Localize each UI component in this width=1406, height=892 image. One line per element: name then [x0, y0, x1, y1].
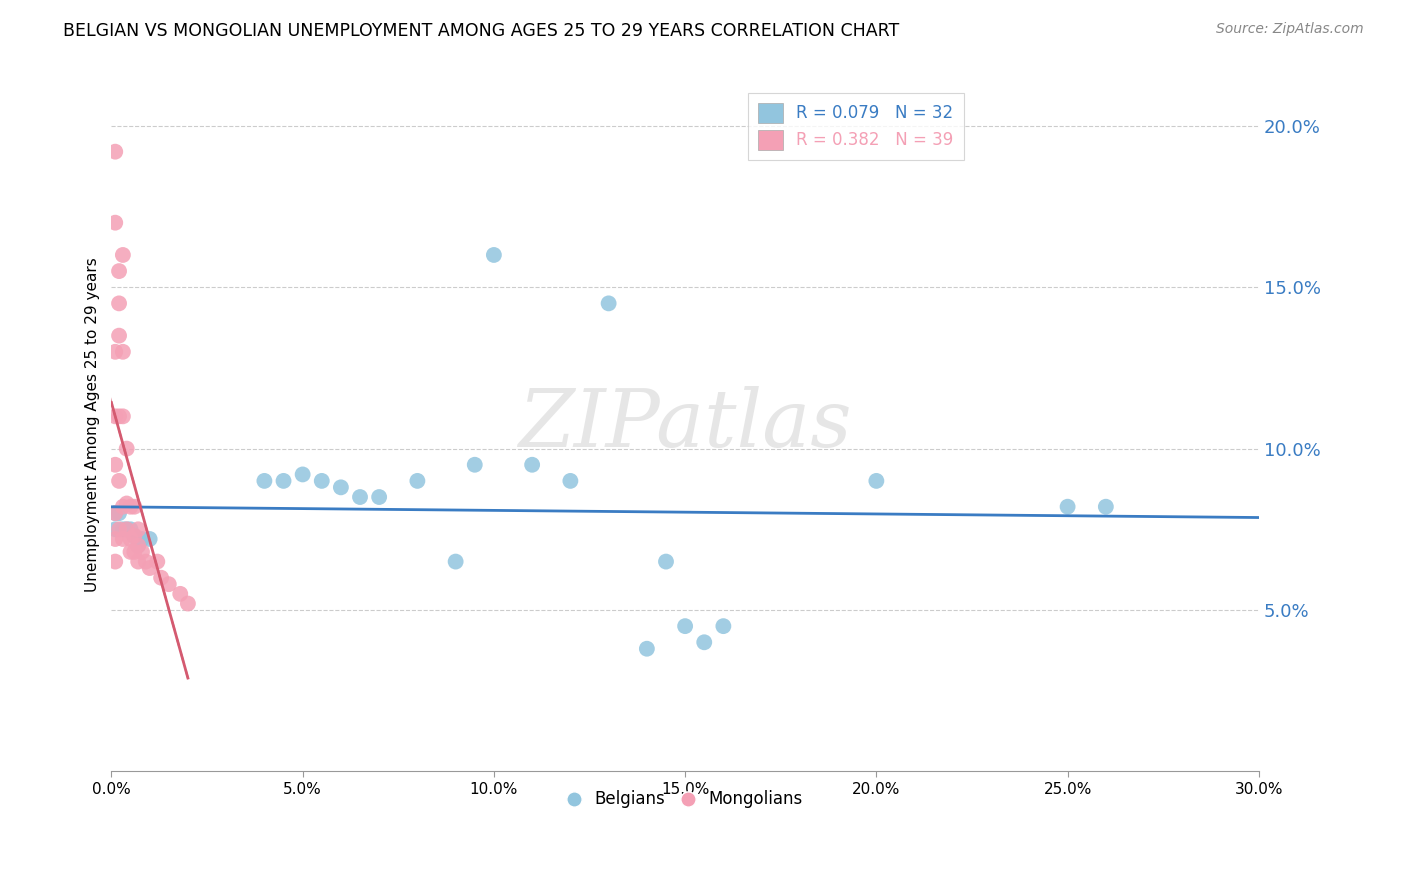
Point [1056, 500, 1078, 514]
Point [111, 344, 134, 359]
Legend: Belgians, Mongolians: Belgians, Mongolians [561, 784, 810, 815]
Point [1095, 500, 1118, 514]
Point [127, 555, 149, 569]
Text: ZIPatlas: ZIPatlas [519, 385, 852, 463]
Point [111, 409, 134, 424]
Y-axis label: Unemployment Among Ages 25 to 29 years: Unemployment Among Ages 25 to 29 years [86, 257, 100, 591]
Point [673, 619, 696, 633]
Point [124, 545, 146, 559]
Point [115, 522, 138, 536]
Point [406, 474, 429, 488]
Point [349, 490, 371, 504]
Point [311, 474, 333, 488]
Point [127, 522, 149, 536]
Point [368, 490, 391, 504]
Point [108, 409, 131, 424]
Point [120, 545, 142, 559]
Point [598, 296, 620, 310]
Point [108, 506, 131, 520]
Point [655, 555, 678, 569]
Point [150, 571, 173, 585]
Point [108, 296, 131, 310]
Point [120, 500, 142, 514]
Text: BELGIAN VS MONGOLIAN UNEMPLOYMENT AMONG AGES 25 TO 29 YEARS CORRELATION CHART: BELGIAN VS MONGOLIAN UNEMPLOYMENT AMONG … [63, 22, 900, 40]
Point [104, 506, 127, 520]
Point [104, 344, 127, 359]
Point [104, 522, 127, 536]
Point [636, 641, 658, 656]
Point [120, 522, 142, 536]
Point [520, 458, 543, 472]
Point [464, 458, 486, 472]
Point [124, 500, 146, 514]
Point [138, 561, 160, 575]
Point [273, 474, 295, 488]
Point [108, 522, 131, 536]
Point [135, 555, 157, 569]
Point [104, 145, 127, 159]
Point [120, 532, 142, 546]
Point [111, 532, 134, 546]
Point [104, 532, 127, 546]
Point [711, 619, 734, 633]
Point [169, 587, 191, 601]
Point [104, 458, 127, 472]
Point [560, 474, 582, 488]
Point [111, 500, 134, 514]
Point [131, 545, 153, 559]
Point [865, 474, 887, 488]
Point [108, 328, 131, 343]
Point [146, 555, 169, 569]
Point [111, 248, 134, 262]
Point [291, 467, 314, 482]
Point [104, 409, 127, 424]
Point [104, 555, 127, 569]
Point [127, 538, 149, 552]
Point [108, 264, 131, 278]
Point [115, 522, 138, 536]
Point [253, 474, 276, 488]
Point [111, 522, 134, 536]
Point [444, 555, 467, 569]
Point [329, 480, 352, 494]
Text: Source: ZipAtlas.com: Source: ZipAtlas.com [1216, 22, 1364, 37]
Point [138, 532, 160, 546]
Point [115, 496, 138, 510]
Point [115, 442, 138, 456]
Point [124, 529, 146, 543]
Point [482, 248, 505, 262]
Point [177, 597, 200, 611]
Point [104, 506, 127, 520]
Point [693, 635, 716, 649]
Point [108, 474, 131, 488]
Point [131, 532, 153, 546]
Point [124, 529, 146, 543]
Point [104, 216, 127, 230]
Point [157, 577, 180, 591]
Point [127, 538, 149, 552]
